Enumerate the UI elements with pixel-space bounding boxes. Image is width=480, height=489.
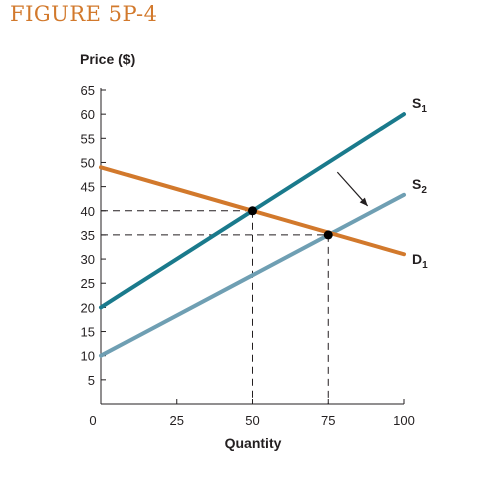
y-tick-label: 50: [81, 155, 95, 170]
series-label-S1: S1: [412, 95, 427, 115]
y-tick-label: 35: [81, 228, 95, 243]
y-tick-label: 55: [81, 131, 95, 146]
figure-title: FIGURE 5P-4: [10, 2, 158, 26]
x-tick-label: 25: [170, 413, 184, 428]
y-tick-label: 10: [81, 349, 95, 364]
series-label-D1: D1: [412, 251, 428, 271]
y-tick-label: 60: [81, 107, 95, 122]
y-tick-label: 65: [81, 83, 95, 98]
y-tick-label: 5: [88, 373, 95, 388]
shift-arrow-head: [359, 197, 368, 206]
y-tick-label: 30: [81, 252, 95, 267]
x-tick-label: 0: [89, 413, 96, 428]
x-axis-title: Quantity: [225, 435, 282, 451]
series-line-S2: [99, 192, 406, 358]
y-tick-label: 40: [81, 204, 95, 219]
y-tick-label: 45: [81, 180, 95, 195]
x-tick-label: 50: [245, 413, 259, 428]
y-axis-title: Price ($): [80, 51, 135, 67]
y-tick-label: 15: [81, 325, 95, 340]
y-tick-label: 20: [81, 300, 95, 315]
equilibrium-point: [323, 230, 333, 240]
x-tick-label: 100: [393, 413, 415, 428]
x-tick-label: 75: [321, 413, 335, 428]
y-tick-label: 25: [81, 276, 95, 291]
equilibrium-point: [248, 206, 257, 216]
series-label-S2: S2: [412, 176, 427, 196]
